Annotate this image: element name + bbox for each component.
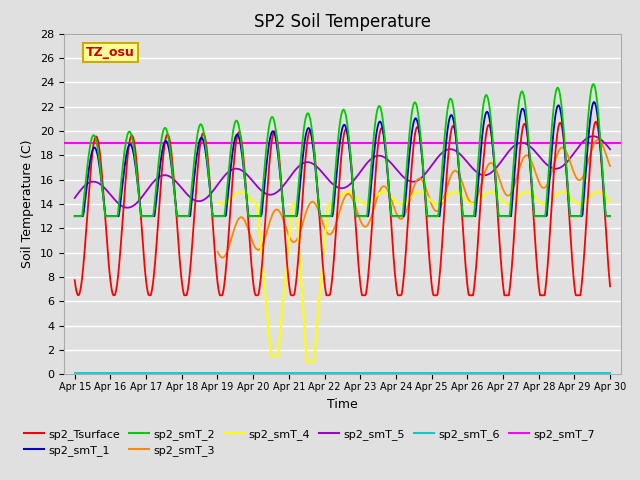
Legend: sp2_Tsurface, sp2_smT_1, sp2_smT_2, sp2_smT_3, sp2_smT_4, sp2_smT_5, sp2_smT_6, : sp2_Tsurface, sp2_smT_1, sp2_smT_2, sp2_…	[19, 424, 599, 460]
X-axis label: Time: Time	[327, 397, 358, 410]
Title: SP2 Soil Temperature: SP2 Soil Temperature	[254, 12, 431, 31]
Y-axis label: Soil Temperature (C): Soil Temperature (C)	[22, 140, 35, 268]
Text: TZ_osu: TZ_osu	[86, 46, 135, 59]
